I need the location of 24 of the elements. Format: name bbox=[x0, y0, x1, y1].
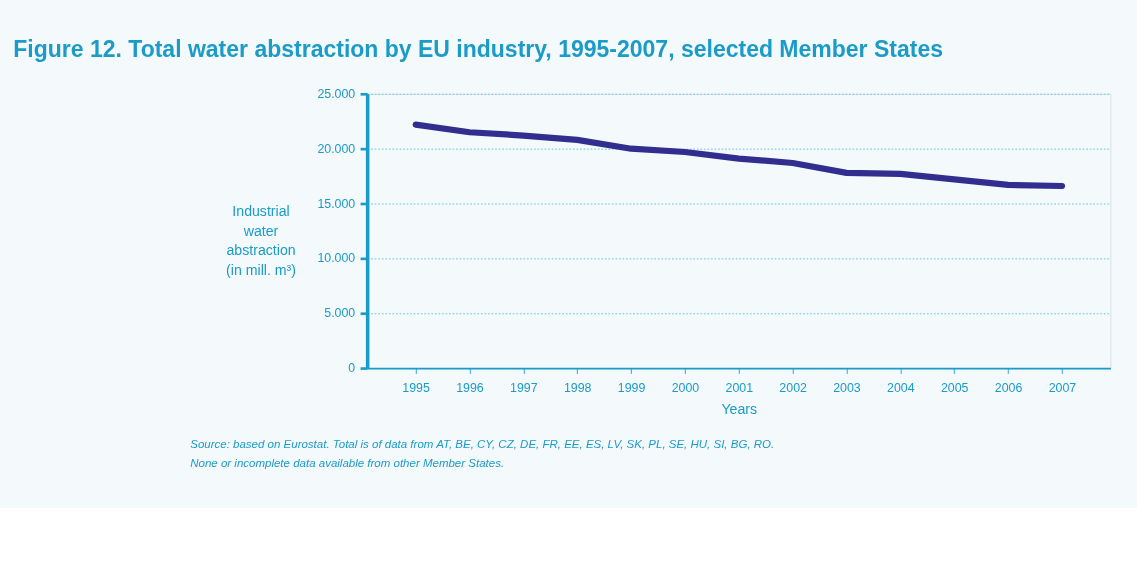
x-tick-label: 1997 bbox=[510, 381, 538, 396]
y-tick-label: 15.000 bbox=[317, 196, 356, 211]
y-axis-title: Industrial water abstraction (in mill. m³) bbox=[226, 203, 296, 278]
x-tick-label: 1995 bbox=[402, 381, 430, 396]
y-tick-label: 0 bbox=[348, 361, 356, 376]
source-note: Source: based on Eurostat. Total is of data from AT, BE, CY, CZ, DE, FR, EE, ES, LV, SK, PL, SE, HU, SI, BG, RO. bbox=[190, 437, 775, 450]
text: None or incomplete data available from other Member States. bbox=[190, 457, 505, 470]
x-tick-label: 2006 bbox=[994, 381, 1023, 396]
x-tick-label: 2002 bbox=[779, 381, 808, 396]
y-tick-label: 5.000 bbox=[324, 306, 356, 321]
x-tick-label: 2001 bbox=[725, 381, 754, 396]
x-tick-label: 2005 bbox=[940, 381, 969, 396]
x-tick-label: 2007 bbox=[1048, 381, 1077, 396]
y-tick-label: 20.000 bbox=[317, 141, 356, 156]
chart-title: Figure 12. Total water abstraction by EU industry, 1995-2007, selected Member States bbox=[13, 35, 943, 62]
y-tick-label: 10.000 bbox=[317, 251, 356, 266]
x-tick-label: 1999 bbox=[617, 381, 646, 396]
y-tick-label: 25.000 bbox=[317, 86, 356, 101]
x-tick-label: 2000 bbox=[671, 381, 700, 396]
x-tick-label: 1996 bbox=[456, 381, 484, 396]
x-tick-label: 2003 bbox=[833, 381, 861, 396]
x-tick-label: 2004 bbox=[887, 381, 915, 396]
x-axis-title: Years bbox=[721, 400, 758, 417]
x-tick-label: 1998 bbox=[563, 381, 592, 396]
